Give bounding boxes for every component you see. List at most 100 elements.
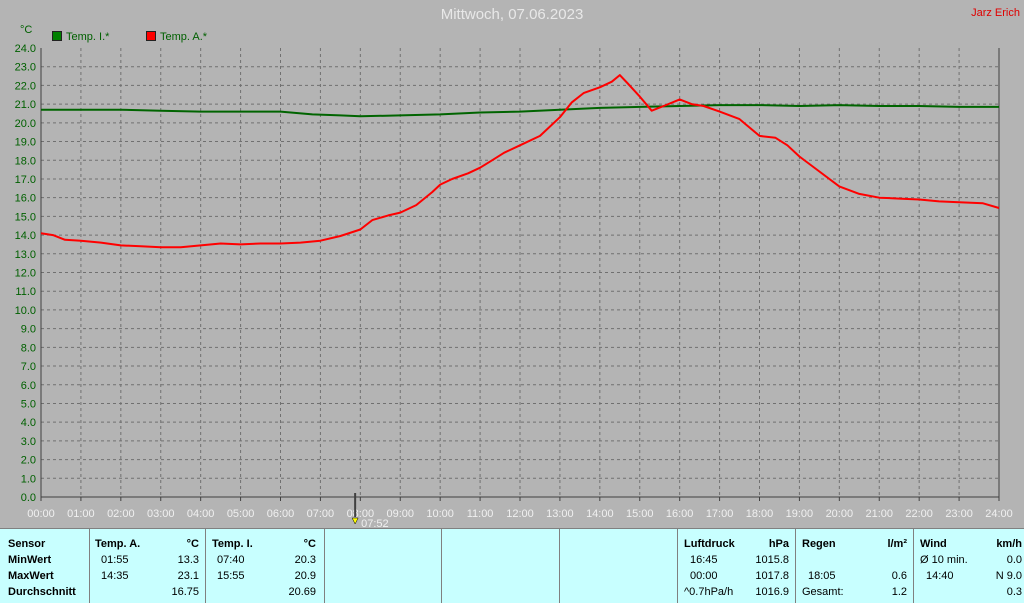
sensor-column: Sensor MinWert MaxWert Durchschnitt — [0, 529, 90, 603]
y-tick-label: 16.0 — [15, 193, 36, 205]
x-tick-label: 07:00 — [307, 508, 335, 520]
y-tick-label: 17.0 — [15, 174, 36, 186]
luftdruck-max-time: 00:00 — [690, 570, 718, 582]
wind-max-value: N 9.0 — [995, 570, 1022, 582]
y-tick-label: 9.0 — [21, 324, 36, 336]
temp-a-unit: °C — [186, 538, 199, 550]
legend-inner-swatch — [52, 31, 62, 41]
regen-header: Regen — [802, 538, 836, 550]
luftdruck-header: Luftdruck — [684, 538, 735, 550]
regen-max-value: 0.6 — [891, 570, 907, 582]
temp-i-header: Temp. I. — [212, 538, 253, 550]
y-tick-label: 13.0 — [15, 249, 36, 261]
temp-a-avg-value: 16.75 — [171, 586, 199, 598]
y-tick-label: 21.0 — [15, 99, 36, 111]
x-tick-label: 15:00 — [626, 508, 654, 520]
time-marker-label: 07:52 — [361, 518, 389, 528]
y-tick-label: 6.0 — [21, 380, 36, 392]
legend-inner-label: Temp. I.* — [66, 31, 110, 43]
x-tick-label: 03:00 — [147, 508, 175, 520]
regen-max-time: 18:05 — [808, 570, 836, 582]
x-tick-label: 02:00 — [107, 508, 135, 520]
temp-i-column: Temp. I. °C 07:40 20.3 15:55 20.9 20.69 — [206, 529, 325, 603]
temp-i-unit: °C — [303, 538, 316, 550]
y-tick-label: 3.0 — [21, 436, 36, 448]
y-tick-label: 24.0 — [15, 43, 36, 55]
legend-outer-swatch — [146, 31, 156, 41]
x-tick-label: 06:00 — [267, 508, 295, 520]
temp-i-min-time: 07:40 — [217, 554, 245, 566]
x-tick-label: 11:00 — [467, 508, 494, 520]
x-tick-label: 10:00 — [426, 508, 454, 520]
regen-total-value: 1.2 — [891, 586, 907, 598]
luftdruck-unit: hPa — [768, 538, 789, 550]
y-unit-label: °C — [20, 24, 33, 36]
legend-inner: Temp. I.* — [52, 31, 109, 43]
chart-title: Mittwoch, 07.06.2023 — [440, 6, 584, 23]
y-tick-label: 7.0 — [21, 361, 36, 373]
row-label-min: MinWert — [8, 554, 52, 566]
x-tick-label: 08:00 — [347, 508, 375, 520]
temp-a-max-time: 14:35 — [101, 570, 129, 582]
wind-column: Wind km/h Ø 10 min. 0.0 14:40 N 9.0 0.3 — [914, 529, 1024, 603]
x-tick-label: 14:00 — [586, 508, 614, 520]
time-marker-icon — [351, 517, 359, 525]
row-label-avg: Durchschnitt — [8, 586, 76, 598]
temp-i-min-value: 20.3 — [294, 554, 316, 566]
y-tick-label: 11.0 — [15, 286, 36, 298]
regen-unit: l/m² — [887, 538, 907, 550]
temp-a-min-time: 01:55 — [101, 554, 129, 566]
y-tick-label: 0.0 — [21, 492, 36, 504]
luftdruck-trend-label: ^0.7hPa/h — [684, 586, 734, 598]
y-tick-label: 22.0 — [15, 80, 36, 92]
sensor-header: Sensor — [8, 538, 46, 550]
wind-avg-label: Ø 10 min. — [920, 554, 968, 566]
y-tick-label: 19.0 — [15, 137, 36, 149]
chart-area: 0.0 1.0 2.0 3.0 4.0 5.0 6.0 7.0 8.0 9.0 10.0 11.0 12… — [0, 0, 1024, 528]
y-tick-label: 23.0 — [15, 62, 36, 74]
wind-avg-value: 0.0 — [1006, 554, 1022, 566]
temp-a-min-value: 13.3 — [177, 554, 199, 566]
wind-max-time: 14:40 — [926, 570, 954, 582]
wind-header: Wind — [920, 538, 947, 550]
statistics-panel: Sensor MinWert MaxWert Durchschnitt Temp… — [0, 528, 1024, 603]
legend-outer-label: Temp. A.* — [160, 31, 208, 43]
x-tick-label: 01:00 — [67, 508, 95, 520]
temp-a-max-value: 23.1 — [177, 570, 199, 582]
wind-last-value: 0.3 — [1006, 586, 1022, 598]
legend-outer: Temp. A.* — [146, 31, 207, 43]
y-tick-label: 14.0 — [15, 230, 36, 242]
y-tick-label: 5.0 — [21, 398, 36, 410]
author-label: Jarz Erich — [971, 7, 1020, 19]
x-tick-label: 22:00 — [905, 508, 933, 520]
luftdruck-trend-value: 1016.9 — [755, 586, 789, 598]
temp-a-header: Temp. A. — [95, 538, 141, 550]
temp-i-avg-value: 20.69 — [288, 586, 316, 598]
luftdruck-min-value: 1015.8 — [755, 554, 789, 566]
luftdruck-column: Luftdruck hPa 16:45 1015.8 00:00 1017.8 … — [678, 529, 796, 603]
x-tick-label: 13:00 — [546, 508, 574, 520]
x-tick-label: 21:00 — [865, 508, 893, 520]
y-tick-label: 18.0 — [15, 155, 36, 167]
temp-i-max-value: 20.9 — [294, 570, 316, 582]
empty-column-3 — [560, 529, 678, 603]
x-tick-label: 04:00 — [187, 508, 215, 520]
x-tick-label: 00:00 — [27, 508, 55, 520]
temperature-chart: 0.0 1.0 2.0 3.0 4.0 5.0 6.0 7.0 8.0 9.0 10.0 11.0 12… — [15, 43, 1013, 528]
x-tick-label: 17:00 — [706, 508, 734, 520]
x-tick-label: 19:00 — [786, 508, 814, 520]
temp-i-max-time: 15:55 — [217, 570, 245, 582]
x-tick-label: 18:00 — [746, 508, 774, 520]
series-line-inner-temp — [41, 104, 999, 118]
y-tick-label: 12.0 — [15, 268, 36, 280]
empty-column-2 — [442, 529, 560, 603]
x-tick-label: 23:00 — [945, 508, 973, 520]
series-line-outer-temp — [40, 74, 1000, 249]
wind-unit: km/h — [996, 538, 1022, 550]
x-tick-label: 20:00 — [826, 508, 854, 520]
y-tick-label: 15.0 — [15, 211, 36, 223]
regen-total-label: Gesamt: — [802, 586, 844, 598]
y-tick-label: 20.0 — [15, 118, 36, 130]
x-tick-label: 05:00 — [227, 508, 255, 520]
temp-a-column: Temp. A. °C 01:55 13.3 14:35 23.1 16.75 — [90, 529, 206, 603]
